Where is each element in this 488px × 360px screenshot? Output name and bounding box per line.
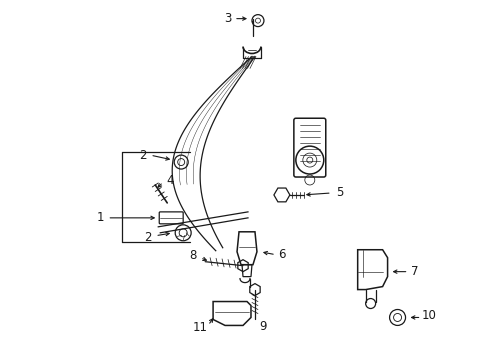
Text: 6: 6 — [278, 248, 285, 261]
Text: 8: 8 — [189, 249, 197, 262]
Text: 7: 7 — [410, 265, 417, 278]
Text: 9: 9 — [259, 320, 266, 333]
Text: 2: 2 — [144, 231, 152, 244]
Text: 3: 3 — [224, 12, 231, 25]
Text: 5: 5 — [335, 186, 343, 199]
Text: 10: 10 — [421, 309, 436, 322]
Text: 4: 4 — [166, 174, 174, 186]
Text: 11: 11 — [192, 321, 207, 334]
Text: 2: 2 — [139, 149, 147, 162]
Text: 1: 1 — [97, 211, 104, 224]
